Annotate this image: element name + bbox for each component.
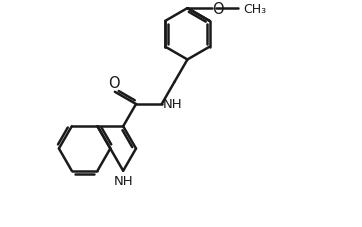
Text: CH₃: CH₃ xyxy=(244,2,266,15)
Text: NH: NH xyxy=(163,98,183,111)
Text: O: O xyxy=(212,2,224,17)
Text: NH: NH xyxy=(114,174,134,187)
Text: O: O xyxy=(108,76,119,91)
